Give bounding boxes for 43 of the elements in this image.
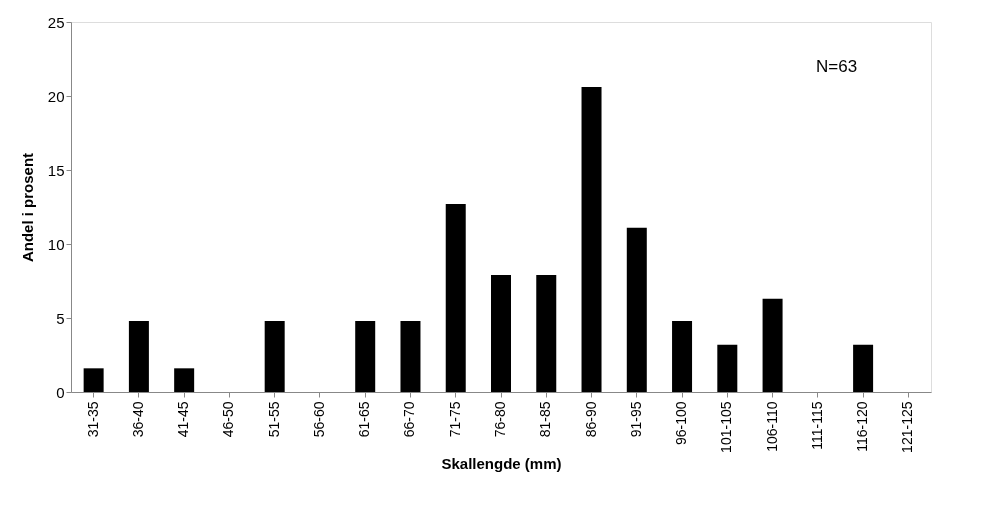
x-tick-label: 81-85 [537, 401, 554, 438]
bar [128, 320, 149, 392]
y-axis-title: Andel i prosent [18, 152, 36, 263]
bar [264, 320, 285, 392]
y-tick-label: 25 [47, 13, 65, 31]
bar [536, 275, 557, 392]
y-tick-label: 15 [47, 161, 65, 179]
y-tick-label: 10 [47, 235, 65, 253]
x-tick-label: 121-125 [899, 401, 916, 453]
annotation: N=63 [816, 57, 858, 76]
x-tick-label: 106-110 [763, 401, 780, 452]
bar [672, 320, 693, 392]
bar [83, 368, 104, 392]
x-tick-label: 31-35 [84, 401, 101, 438]
x-tick-label: 116-120 [854, 401, 871, 452]
bar [762, 298, 783, 392]
x-tick-label: 66-70 [401, 401, 418, 438]
x-tick-label: 46-50 [220, 401, 237, 438]
bar [355, 320, 376, 392]
y-tick-label: 0 [56, 383, 65, 401]
y-tick-label: 5 [56, 309, 65, 327]
x-tick-label: 51-55 [265, 401, 282, 438]
y-tick-label: 20 [47, 87, 65, 105]
bar [491, 275, 511, 392]
x-tick-label: 91-95 [627, 401, 644, 438]
bar [853, 344, 874, 392]
x-tick-label: 111-115 [808, 401, 825, 450]
bar [174, 368, 195, 392]
x-tick-label: 56-60 [310, 401, 327, 438]
bar [400, 320, 421, 392]
x-tick-label: 76-80 [492, 401, 508, 438]
x-tick-label: 71-75 [446, 401, 463, 438]
bar [626, 227, 647, 392]
x-tick-label: 96-100 [673, 401, 690, 446]
x-tick-label: 101-105 [718, 401, 735, 453]
bar [581, 87, 602, 392]
x-tick-label: 36-40 [129, 401, 146, 438]
x-axis-title: Skallengde (mm) [441, 454, 562, 472]
bar [445, 204, 466, 392]
bar [717, 344, 738, 392]
x-tick-label: 41-45 [175, 401, 192, 438]
x-tick-label: 86-90 [582, 401, 599, 438]
x-tick-label: 61-65 [356, 401, 373, 438]
